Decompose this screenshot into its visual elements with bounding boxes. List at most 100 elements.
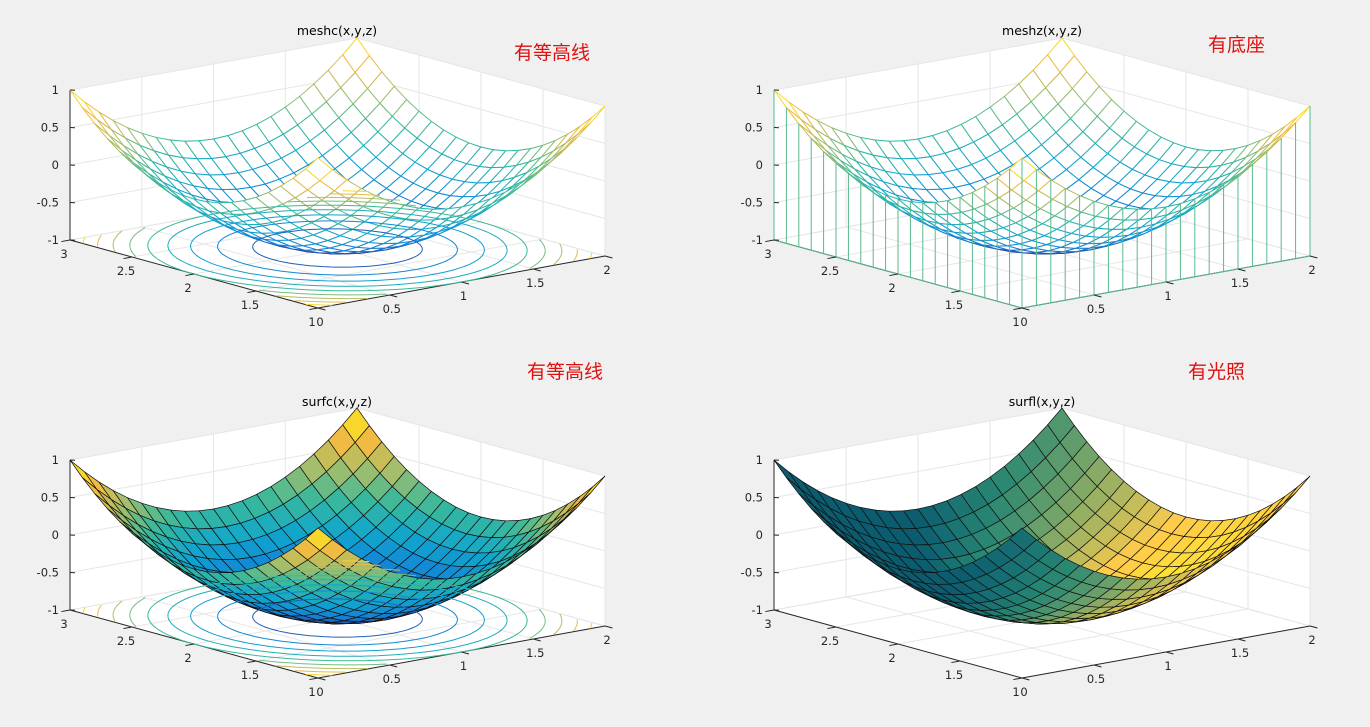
x-tick-label: 1.5 [1231,276,1249,290]
y-tick-label: 3 [60,617,67,631]
z-tick-label: 1 [756,83,763,97]
annotation-meshc: 有等高线 [514,38,590,65]
chart-0: 00.511.5211.522.53-1-0.500.51meshc(x,y,z… [37,23,613,329]
x-tick [318,308,325,310]
y-tick [185,644,194,646]
x-tick-label: 0.5 [383,302,401,316]
x-tick [605,626,612,628]
x-tick-label: 0 [316,685,323,699]
y-tick-label: 1 [1012,315,1019,329]
x-tick [1094,295,1101,297]
y-tick [765,610,774,612]
annotation-surfc: 有等高线 [527,357,603,384]
x-tick [1166,652,1173,654]
z-tick-label: -0.5 [37,566,59,580]
chart-title: meshc(x,y,z) [297,23,377,38]
x-tick-label: 0 [1020,685,1027,699]
y-tick [185,274,194,276]
x-tick [605,256,612,258]
x-tick [462,282,469,284]
z-tick-label: 1 [52,83,59,97]
y-tick-label: 1 [308,685,315,699]
y-tick-label: 1.5 [241,298,259,312]
y-tick [765,240,774,242]
z-tick-label: 0 [52,528,59,542]
chart-title: meshz(x,y,z) [1002,23,1082,38]
x-tick [318,678,325,680]
x-tick-label: 2 [1308,633,1315,647]
x-tick-label: 0 [1020,315,1027,329]
z-tick-label: -1 [48,603,59,617]
x-tick-label: 0 [316,315,323,329]
x-tick-label: 1.5 [526,276,544,290]
y-tick-label: 2 [888,651,895,665]
x-tick [1022,678,1029,680]
y-tick [123,627,132,629]
y-tick [309,308,318,310]
z-tick-label: 0.5 [41,491,59,505]
y-tick-label: 2.5 [117,634,135,648]
chart-title: surfl(x,y,z) [1009,394,1076,409]
y-tick [1013,678,1022,680]
z-tick-label: 0 [756,528,763,542]
x-tick-label: 1.5 [526,646,544,660]
y-tick [1013,308,1022,310]
z-tick-label: 0 [756,158,763,172]
x-tick [1022,308,1029,310]
x-tick-label: 1 [1164,659,1171,673]
z-tick-label: 0 [52,158,59,172]
y-tick-label: 3 [764,617,771,631]
y-tick-label: 2 [184,281,191,295]
y-tick-label: 1.5 [945,668,963,682]
z-tick-label: 0.5 [745,121,763,135]
y-tick-label: 1 [1012,685,1019,699]
y-tick-label: 1.5 [241,668,259,682]
z-tick-label: -1 [752,603,763,617]
y-tick [309,678,318,680]
y-tick-label: 2 [184,651,191,665]
chart-1: 00.511.5211.522.53-1-0.500.51meshz(x,y,z… [741,23,1318,329]
x-tick [1310,256,1317,258]
x-tick-label: 0.5 [383,672,401,686]
y-tick-label: 2.5 [117,264,135,278]
y-tick [951,291,960,293]
x-tick [390,295,397,297]
y-tick [61,610,70,612]
y-tick [951,661,960,663]
y-tick-label: 3 [60,247,67,261]
x-tick [1166,282,1173,284]
x-tick-label: 1 [460,659,467,673]
x-tick-label: 1.5 [1231,646,1249,660]
x-tick [533,639,540,641]
z-tick-label: -1 [752,233,763,247]
z-tick-label: 1 [52,453,59,467]
x-tick [1238,269,1245,271]
y-tick [827,257,836,259]
x-tick-label: 1 [460,289,467,303]
x-tick-label: 2 [603,633,610,647]
x-tick [462,652,469,654]
chart-3: 00.511.5211.522.53-1-0.500.51surfl(x,y,z… [741,394,1318,699]
x-tick [390,665,397,667]
y-tick [827,627,836,629]
y-tick-label: 2 [888,281,895,295]
y-tick [61,240,70,242]
y-tick [889,274,898,276]
chart-2: 0 0.5 1 1.5 2 1 1.5 2 2.5 3-1 -0.5 0 0.5 1 surfc(x,y,z… [37,394,613,699]
z-tick-label: -0.5 [37,196,59,210]
x-tick [1310,626,1317,628]
y-tick-label: 2.5 [821,634,839,648]
z-tick-label: -0.5 [741,196,763,210]
x-tick [1094,665,1101,667]
y-tick-label: 1.5 [945,298,963,312]
y-tick-label: 2.5 [821,264,839,278]
x-tick-label: 1 [1164,289,1171,303]
chart-title: surfc(x,y,z) [302,394,372,409]
y-tick-label: 1 [308,315,315,329]
y-tick-label: 3 [764,247,771,261]
x-tick-label: 2 [1308,263,1315,277]
x-tick-label: 0.5 [1087,672,1105,686]
z-tick-label: 1 [756,453,763,467]
z-tick-label: 0.5 [41,121,59,135]
